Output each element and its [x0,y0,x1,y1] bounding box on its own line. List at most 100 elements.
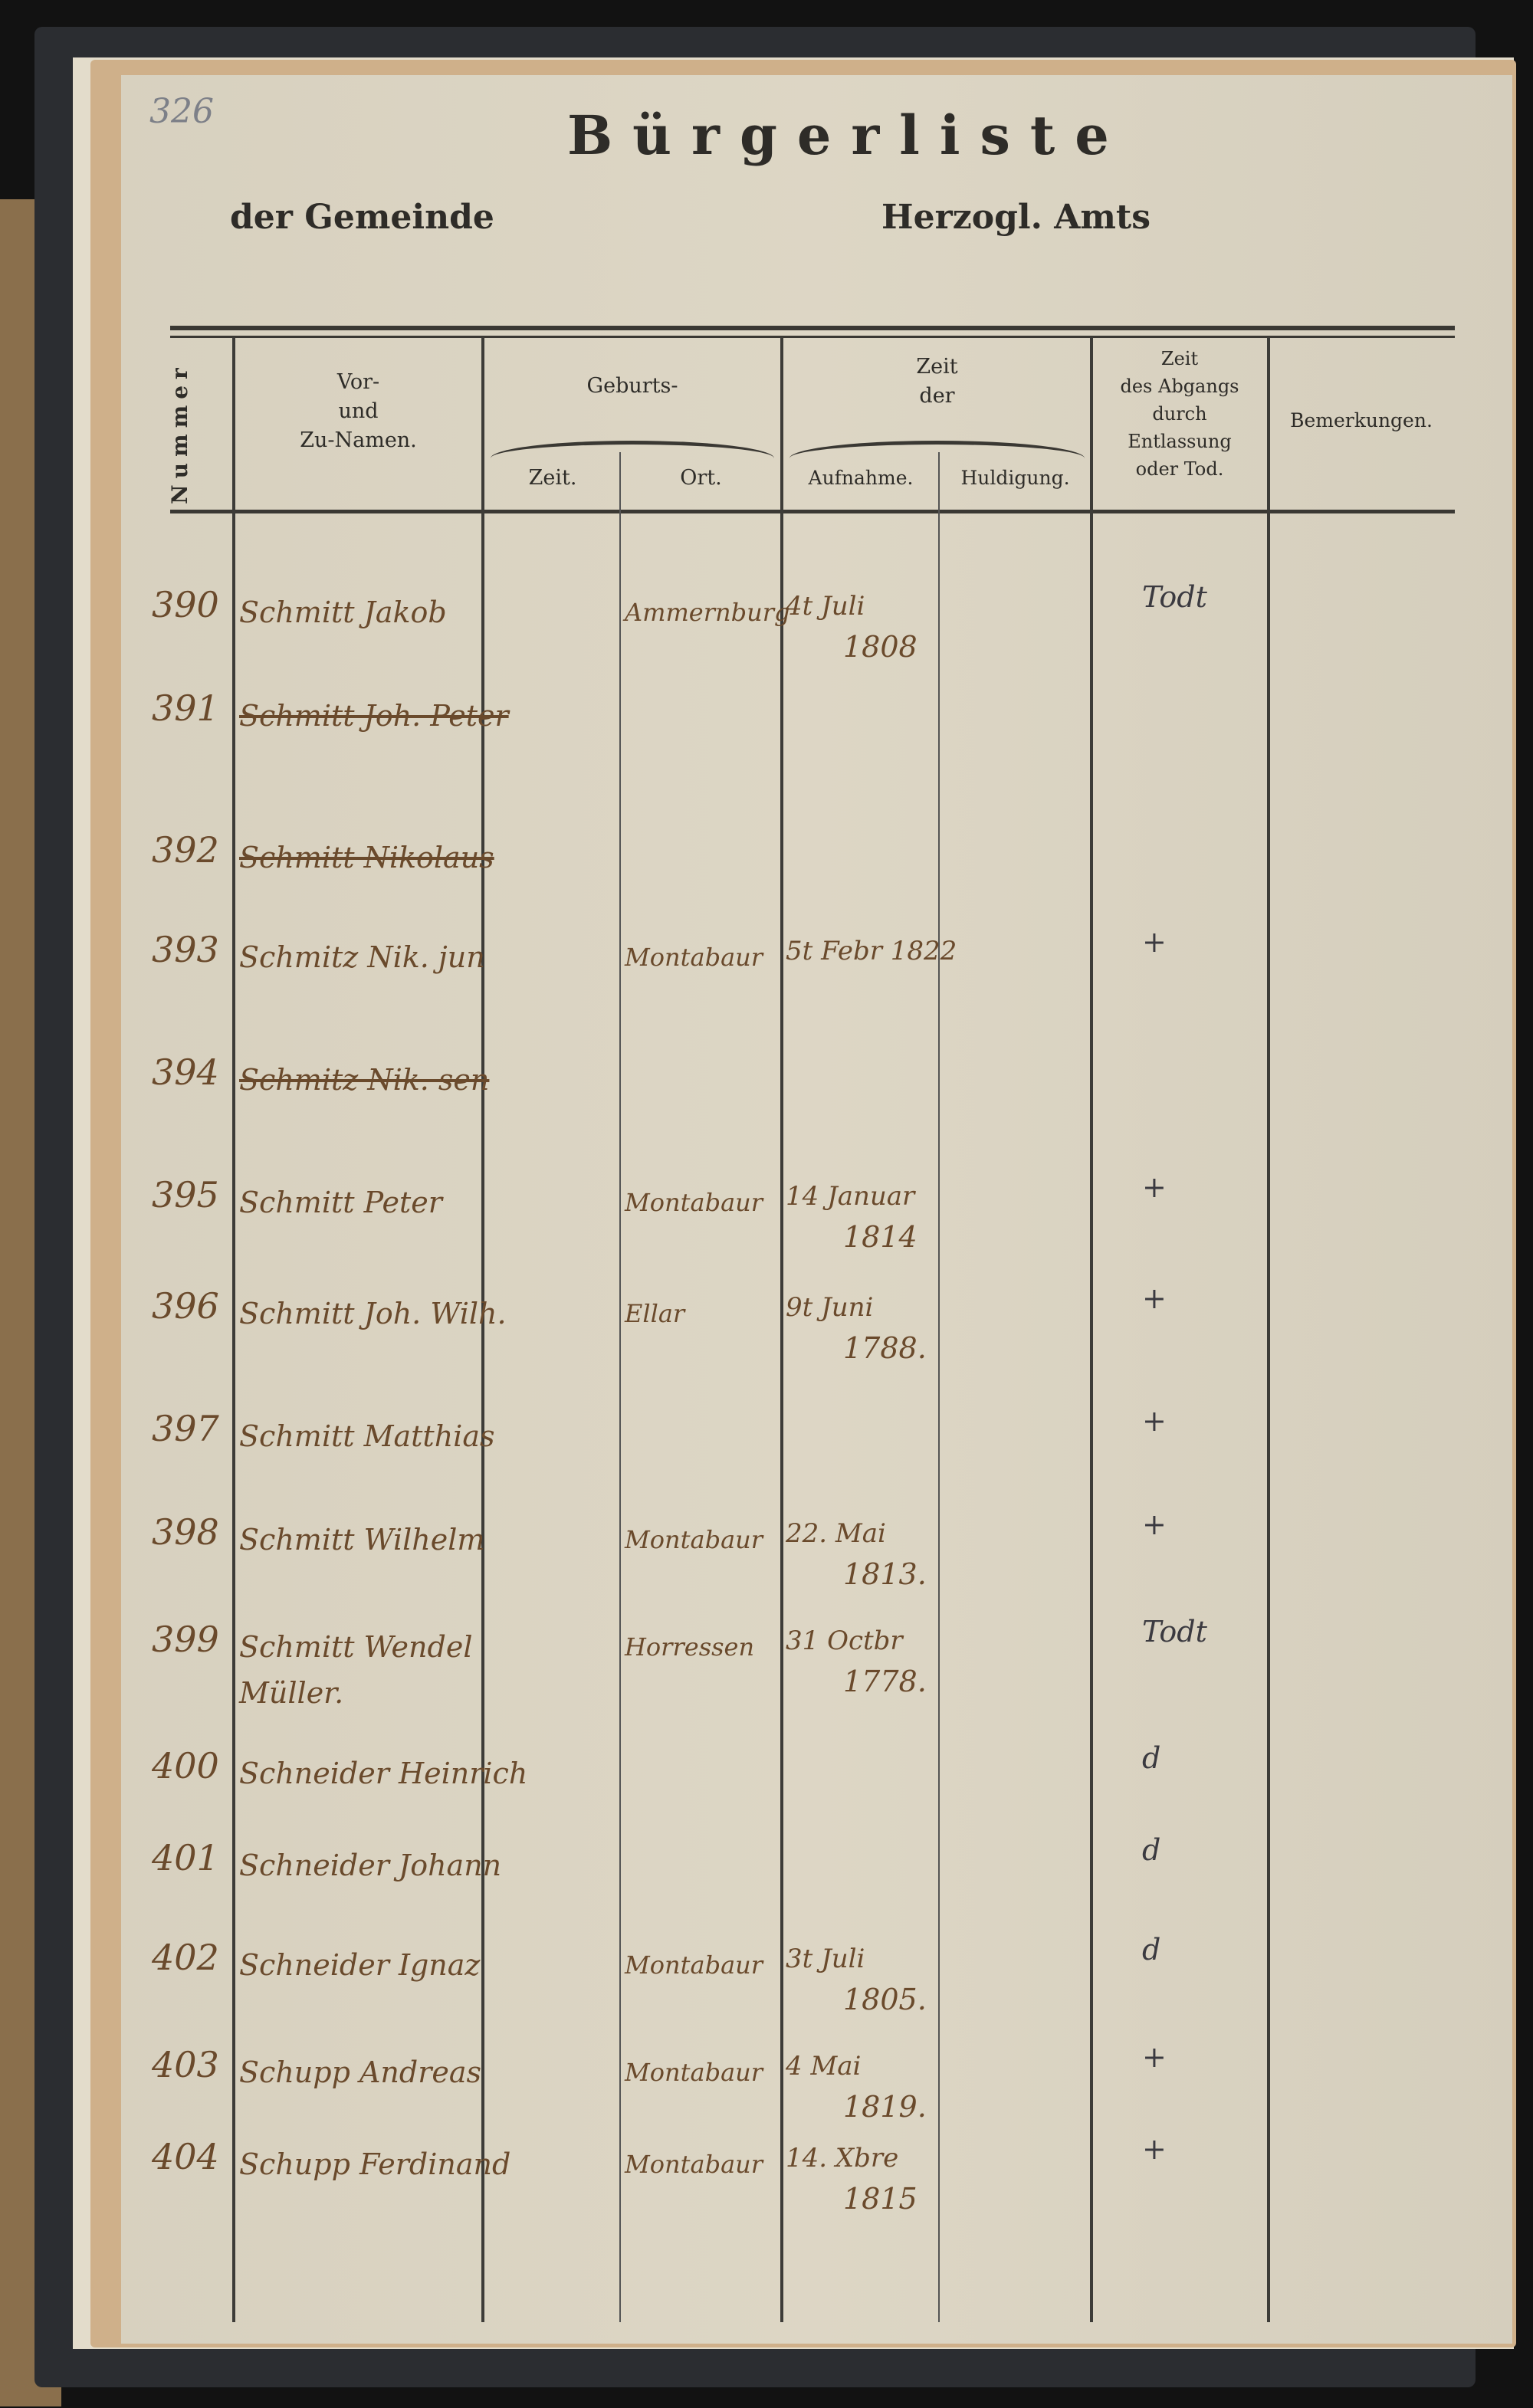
entry-abgang: + [1142,1404,1167,1438]
column-divider [232,337,235,2322]
entry-number: 401 [152,1837,219,1878]
header-name-line: und [338,399,379,423]
entry-number: 397 [152,1408,219,1449]
entry-name: Schmitt Peter [239,1186,442,1219]
entry-aufnahme-year: 1819. [843,2090,927,2124]
header-aufnahme: Aufnahme. [808,467,914,489]
header-geburts: Geburts- [586,374,678,398]
entry-aufnahme-year: 1788. [843,1331,927,1365]
entry-birthplace: Horressen [625,1632,755,1662]
entry-abgang: + [1142,1281,1167,1315]
entry-abgang: + [1142,1507,1167,1541]
entry-abgang: d [1142,1741,1161,1775]
entry-name: Schmitt Nikolaus [239,841,494,874]
entry-number: 398 [152,1511,219,1553]
header-geburt-zeit: Zeit. [528,466,577,490]
header-nummer: Nummer [167,362,192,504]
entry-abgang: d [1142,1833,1161,1867]
header-rule-top-thin [170,336,1455,338]
entry-abgang: Todt [1142,580,1207,614]
entry-name: Schmitt Joh. Peter [239,699,509,733]
column-divider [1090,337,1093,2322]
header-zeit-line: der [919,384,955,408]
header-abgang-line: durch [1152,403,1207,425]
entry-aufnahme-year: 1814 [843,1220,918,1254]
entry-name: Schneider Heinrich [239,1757,528,1790]
entry-birthplace: Montabaur [625,1525,763,1554]
entry-name: Schmitt Jakob [239,595,447,629]
header-abgang: Zeit des Abgangs durch Entlassung oder T… [1093,345,1266,483]
entry-number: 392 [152,829,219,871]
entry-number: 395 [152,1174,219,1215]
entry-abgang: + [1142,925,1167,959]
geburts-brace [491,441,774,458]
entry-abgang: + [1142,1170,1167,1204]
page-title: Bürgerliste [567,103,1129,167]
entry-aufnahme-date: 14. Xbre [786,2143,899,2173]
entry-birthplace: Montabaur [625,2058,763,2087]
column-divider [780,337,783,2322]
entry-name: Schupp Ferdinand [239,2147,511,2181]
entry-aufnahme-date: 14 Januar [786,1181,915,1212]
entry-number: 399 [152,1619,219,1660]
page-number: 326 [149,92,214,131]
entry-number: 394 [152,1051,219,1093]
entry-aufnahme-date: 4 Mai [786,2051,862,2082]
amt-label: Herzogl. Amts [881,198,1151,237]
entry-name: Schupp Andreas [239,2055,482,2089]
entry-birthplace: Ellar [625,1299,685,1328]
column-divider [481,337,484,2322]
header-zeit-line: Zeit [916,355,958,379]
header-rule-top [170,326,1455,330]
entry-birthplace: Ammernburg [625,598,790,627]
entry-number: 393 [152,929,219,970]
column-divider [1267,337,1270,2322]
entry-abgang: + [1142,2132,1167,2166]
column-divider [938,452,940,2322]
entry-aufnahme-date: 5t Febr 1822 [786,936,957,966]
entry-number: 396 [152,1285,219,1327]
entry-aufnahme-year: 1815 [843,2182,918,2216]
entry-number: 402 [152,1937,219,1978]
header-name-line: Vor- [336,370,380,394]
header-abgang-line: Entlassung [1128,431,1232,452]
entry-name-cont: Müller. [239,1676,344,1710]
entry-abgang: + [1142,2040,1167,2074]
entry-abgang: d [1142,1933,1161,1967]
entry-aufnahme-date: 31 Octbr [786,1626,903,1656]
entry-number: 403 [152,2044,219,2085]
entry-number: 404 [152,2136,219,2177]
header-rule-bottom [170,510,1455,513]
entry-aufnahme-year: 1808 [843,630,918,664]
entry-aufnahme-date: 9t Juni [786,1292,874,1323]
header-name: Vor- und Zu-Namen. [238,368,479,455]
entry-aufnahme-date: 3t Juli [786,1944,865,1974]
gemeinde-label: der Gemeinde [230,198,494,237]
entry-name: Schmitt Wilhelm [239,1523,485,1557]
entry-name: Schmitz Nik. sen [239,1063,490,1097]
entry-number: 391 [152,687,219,729]
entry-name: Schneider Ignaz [239,1948,481,1982]
entry-birthplace: Montabaur [625,2150,763,2179]
entry-aufnahme-year: 1805. [843,1983,927,2016]
entry-name: Schmitt Wendel [239,1630,473,1664]
entry-aufnahme-date: 4t Juli [786,591,865,622]
header-bemerkungen: Bemerkungen. [1290,409,1433,431]
entry-number: 400 [152,1745,219,1786]
entry-name: Schmitt Joh. Wilh. [239,1297,507,1330]
column-divider [619,452,621,2322]
entry-birthplace: Montabaur [625,943,763,972]
entry-aufnahme-date: 22. Mai [786,1518,886,1549]
header-geburt-ort: Ort. [680,466,722,490]
entry-number: 390 [152,584,219,625]
header-abgang-line: des Abgangs [1120,376,1239,397]
zeit-der-brace [789,441,1085,458]
entry-aufnahme-year: 1778. [843,1665,927,1698]
header-huldigung: Huldigung. [960,467,1070,489]
entry-abgang: Todt [1142,1615,1207,1649]
entry-name: Schmitt Matthias [239,1419,495,1453]
header-zeit-der: Zeit der [786,353,1088,411]
entry-name: Schneider Johann [239,1849,502,1882]
entry-name: Schmitz Nik. jun [239,940,485,974]
entry-birthplace: Montabaur [625,1188,763,1217]
